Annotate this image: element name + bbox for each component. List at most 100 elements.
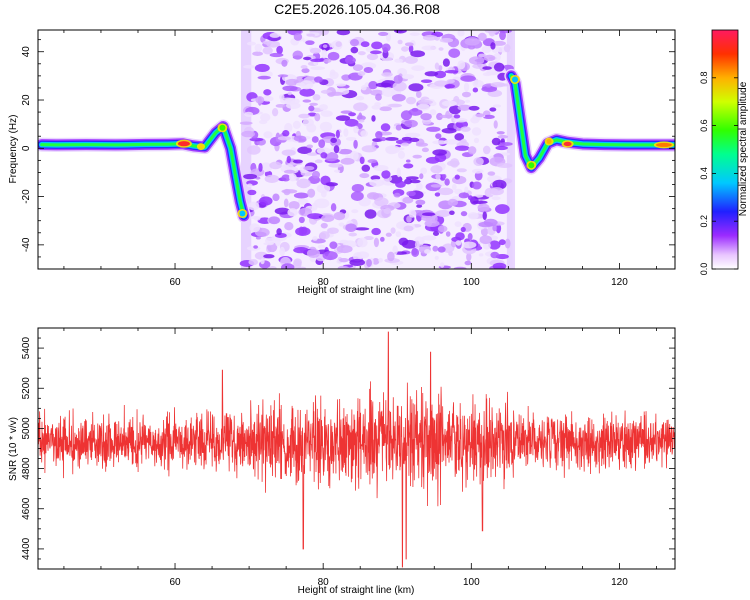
noise-blob	[472, 87, 479, 93]
noise-blob	[310, 58, 326, 63]
noise-blob	[467, 212, 479, 220]
noise-blob	[495, 223, 502, 234]
noise-blob	[461, 241, 477, 249]
noise-blob	[269, 52, 284, 58]
ridge-hotspot	[198, 144, 203, 149]
noise-blob	[298, 207, 313, 217]
noise-blob	[444, 178, 450, 186]
noise-blob	[243, 173, 258, 180]
noise-blob	[436, 112, 443, 121]
noise-blob	[432, 149, 447, 156]
noise-blob	[454, 188, 463, 195]
noise-blob	[325, 182, 338, 187]
noise-blob	[468, 56, 485, 65]
noise-blob	[379, 106, 392, 112]
noise-blob	[403, 163, 414, 169]
noise-blob	[406, 215, 412, 223]
ridge-hotspot	[546, 139, 552, 145]
noise-blob	[295, 82, 305, 87]
spectrogram-ytick-label: 20	[21, 94, 32, 106]
noise-blob	[314, 76, 323, 83]
noise-blob	[460, 126, 471, 132]
noise-blob	[248, 201, 260, 211]
noise-blob	[309, 47, 322, 54]
colorbar-tick-label: 0.0	[699, 263, 709, 276]
noise-blob	[371, 41, 383, 50]
noise-blob	[482, 211, 487, 220]
noise-blob	[393, 192, 401, 198]
noise-blob	[303, 56, 312, 61]
noise-blob	[259, 119, 268, 125]
noise-blob	[503, 44, 511, 53]
noise-blob	[333, 211, 346, 221]
noise-blob	[393, 74, 403, 84]
colorbar-gradient	[712, 30, 738, 269]
noise-blob	[404, 42, 414, 47]
noise-blob	[319, 231, 330, 240]
noise-blob	[284, 222, 294, 231]
noise-blob	[426, 126, 441, 132]
noise-blob	[432, 231, 440, 236]
colorbar-tick-labels: 0.0 0.2 0.4 0.6 0.8	[699, 72, 709, 276]
noise-blob	[327, 91, 344, 96]
noise-blob	[275, 103, 286, 108]
noise-blob	[277, 74, 289, 78]
noise-blob	[380, 137, 387, 142]
spectrogram-xtick-labels: 60 80 100 120	[169, 277, 628, 288]
noise-blob	[491, 196, 501, 201]
noise-blob	[485, 84, 491, 88]
noise-blob	[409, 32, 421, 36]
noise-blob	[430, 184, 442, 188]
noise-blob	[335, 129, 340, 139]
noise-blob	[412, 154, 423, 159]
noise-blob	[392, 245, 398, 255]
snr-ytick-label: 4400	[21, 537, 32, 560]
noise-blob	[363, 236, 374, 241]
noise-blob	[457, 30, 465, 37]
noise-blob	[477, 203, 490, 212]
noise-blob	[277, 136, 292, 141]
noise-blob	[366, 53, 379, 61]
noise-blob	[296, 266, 307, 269]
noise-blob	[464, 260, 472, 266]
noise-blob	[492, 40, 506, 46]
noise-blob	[378, 257, 383, 263]
noise-blob	[435, 173, 441, 180]
noise-blob	[434, 192, 441, 197]
noise-blob	[434, 62, 440, 70]
noise-blob	[391, 94, 406, 102]
noise-blob	[400, 142, 410, 147]
noise-blob	[409, 179, 421, 184]
noise-blob	[405, 159, 411, 163]
colorbar-ticks	[712, 77, 738, 270]
noise-blob	[264, 237, 276, 245]
noise-blob	[280, 263, 295, 269]
noise-blob	[435, 133, 442, 139]
noise-blob	[454, 145, 470, 151]
noise-blob	[246, 183, 253, 188]
noise-blob	[282, 85, 298, 92]
noise-blob	[444, 83, 456, 89]
noise-blob	[488, 240, 501, 250]
noise-blob	[390, 227, 396, 234]
noise-blob	[401, 239, 418, 249]
noise-blob	[380, 236, 385, 242]
ridge-hotspot	[512, 76, 519, 83]
noise-blob	[339, 239, 349, 244]
noise-blob	[361, 85, 367, 91]
ridge-traces	[38, 68, 675, 223]
noise-blob	[472, 200, 488, 205]
noise-blob	[359, 156, 365, 165]
noise-blob	[445, 231, 451, 237]
noise-blob	[279, 246, 286, 257]
ridge-hotspot	[563, 141, 572, 147]
noise-blob	[490, 251, 500, 259]
noise-blob	[303, 165, 315, 171]
noise-blob	[455, 240, 462, 246]
noise-blob	[293, 135, 307, 142]
spectrogram-panel: 60 80 100 120 40 20 0 -20 -40 Height of …	[8, 29, 676, 296]
noise-blob	[401, 74, 415, 80]
noise-blob	[473, 137, 480, 144]
noise-blob	[353, 102, 368, 112]
noise-blobs	[239, 30, 516, 269]
